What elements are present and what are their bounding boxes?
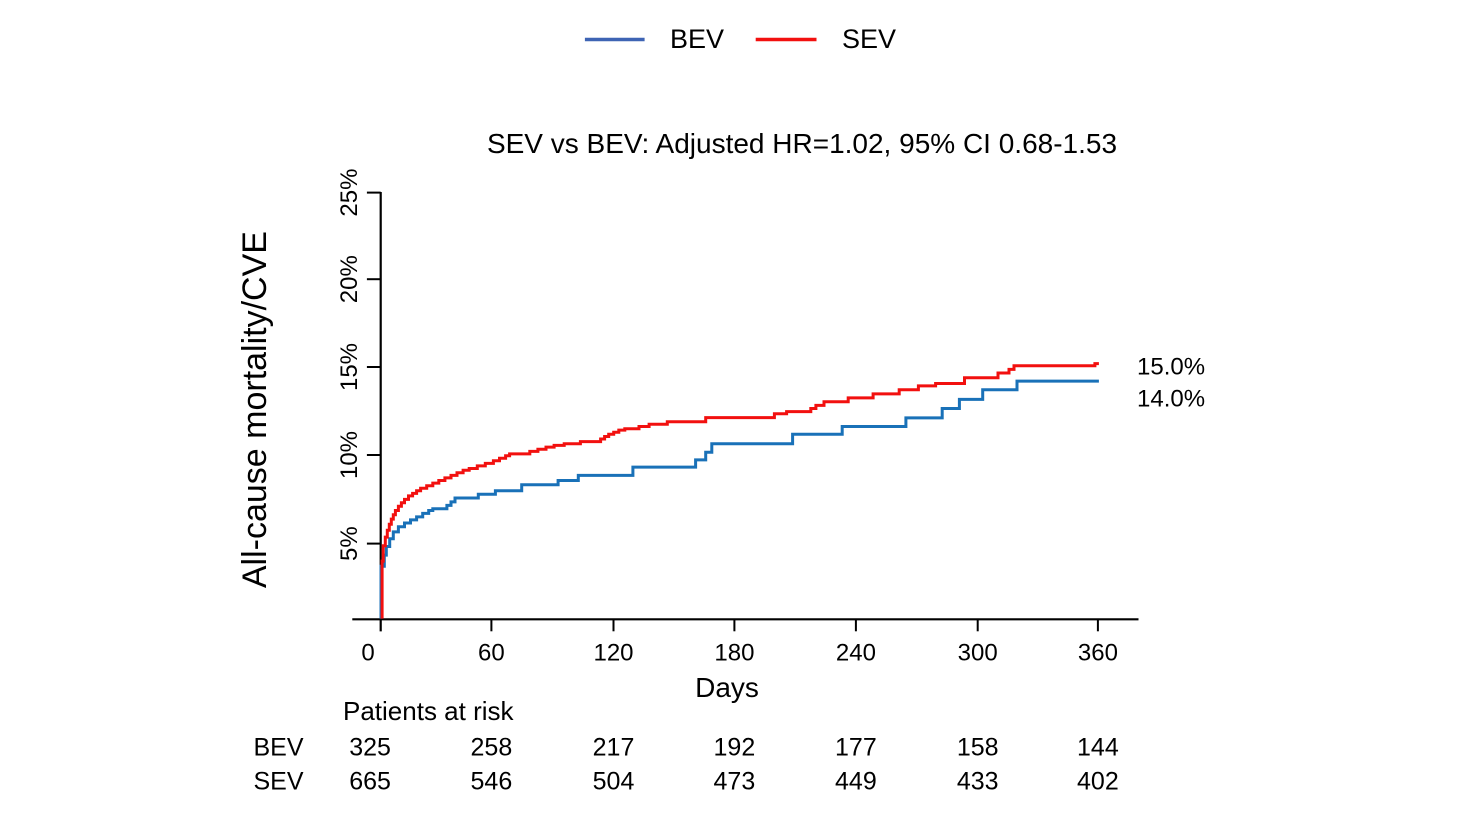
svg-text:504: 504 — [593, 768, 635, 796]
svg-text:0: 0 — [361, 640, 374, 667]
svg-text:240: 240 — [836, 640, 876, 667]
svg-text:325: 325 — [349, 734, 391, 762]
svg-text:SEV: SEV — [253, 768, 303, 796]
svg-text:360: 360 — [1078, 640, 1118, 667]
svg-text:5%: 5% — [336, 526, 363, 561]
svg-text:158: 158 — [957, 734, 999, 762]
svg-text:SEV vs BEV: Adjusted HR=1.02,: SEV vs BEV: Adjusted HR=1.02, 95% CI 0.6… — [487, 128, 1117, 159]
svg-text:SEV: SEV — [842, 24, 896, 54]
svg-text:120: 120 — [593, 640, 633, 667]
svg-text:180: 180 — [714, 640, 754, 667]
svg-text:60: 60 — [478, 640, 505, 667]
svg-text:Days: Days — [695, 672, 759, 703]
svg-text:BEV: BEV — [253, 734, 303, 762]
svg-text:15%: 15% — [336, 343, 363, 391]
svg-text:14.0%: 14.0% — [1137, 386, 1205, 413]
svg-text:300: 300 — [958, 640, 998, 667]
svg-text:546: 546 — [471, 768, 513, 796]
svg-text:15.0%: 15.0% — [1137, 354, 1205, 381]
svg-text:449: 449 — [835, 768, 877, 796]
svg-text:258: 258 — [471, 734, 513, 762]
svg-text:BEV: BEV — [670, 24, 724, 54]
svg-text:665: 665 — [349, 768, 391, 796]
svg-text:20%: 20% — [336, 255, 363, 303]
svg-text:433: 433 — [957, 768, 999, 796]
svg-text:Patients at risk: Patients at risk — [343, 696, 515, 726]
svg-text:144: 144 — [1077, 734, 1119, 762]
svg-text:192: 192 — [714, 734, 756, 762]
svg-text:177: 177 — [835, 734, 877, 762]
svg-text:402: 402 — [1077, 768, 1119, 796]
svg-text:217: 217 — [593, 734, 635, 762]
svg-text:25%: 25% — [336, 169, 363, 217]
svg-text:10%: 10% — [336, 431, 363, 479]
svg-text:473: 473 — [714, 768, 756, 796]
svg-text:All-cause mortality/CVE: All-cause mortality/CVE — [236, 231, 274, 588]
